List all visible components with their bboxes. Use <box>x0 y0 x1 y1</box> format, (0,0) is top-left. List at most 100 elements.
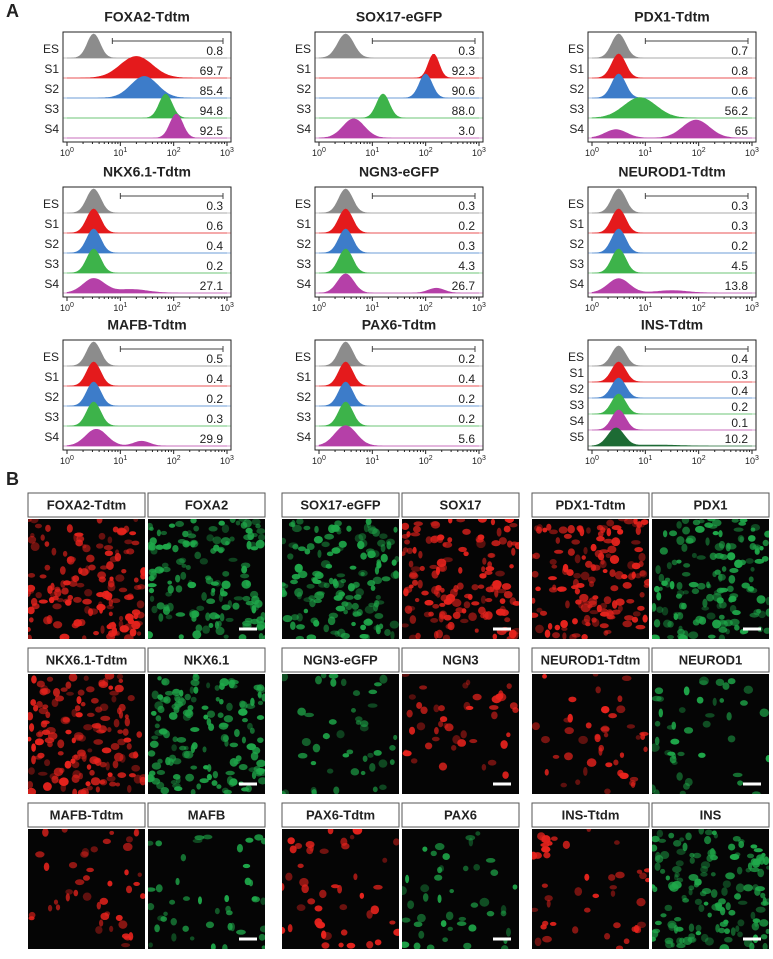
cell <box>297 707 306 716</box>
cell <box>167 585 174 594</box>
tick-base: 10 <box>472 456 482 466</box>
cell <box>674 874 679 881</box>
cell <box>691 552 697 559</box>
cell <box>604 933 611 940</box>
cell <box>603 732 609 738</box>
cell <box>679 937 685 944</box>
cell <box>62 550 68 557</box>
cell <box>552 632 560 639</box>
cell <box>307 898 316 905</box>
cell <box>605 553 612 559</box>
cell <box>510 541 519 546</box>
sample-label: S5 <box>569 430 584 444</box>
cell <box>160 787 170 794</box>
image-label: NGN3 <box>442 652 478 667</box>
cell <box>589 610 599 615</box>
cell <box>477 534 485 541</box>
histogram <box>318 425 479 447</box>
cell <box>126 548 135 555</box>
cell <box>729 567 739 574</box>
cell <box>313 535 323 544</box>
cell <box>301 884 309 894</box>
cell <box>565 600 570 609</box>
cell <box>435 565 446 572</box>
percent-value: 0.3 <box>458 239 475 253</box>
cell <box>71 774 80 784</box>
cell <box>314 525 319 534</box>
cell <box>546 523 552 531</box>
cell <box>756 595 766 604</box>
percent-value: 92.5 <box>200 124 224 138</box>
cell <box>532 554 537 559</box>
histogram <box>592 208 752 234</box>
cell <box>752 858 761 866</box>
cell <box>676 521 682 529</box>
cell <box>75 712 83 718</box>
cell <box>340 578 347 584</box>
histogram <box>592 228 752 254</box>
image-label: NKX6.1-Tdtm <box>46 652 128 667</box>
cell <box>112 760 119 769</box>
cell <box>140 572 145 580</box>
cell <box>163 696 171 704</box>
cell <box>405 874 410 884</box>
cell <box>305 840 315 849</box>
cell <box>174 786 183 792</box>
cell <box>282 590 288 598</box>
cell <box>319 889 327 899</box>
cell <box>436 558 447 568</box>
cell <box>255 523 261 529</box>
cell <box>148 522 154 531</box>
cell <box>123 549 130 555</box>
cell <box>660 913 667 918</box>
cell <box>242 620 252 627</box>
histogram <box>591 119 752 139</box>
cell <box>621 675 632 682</box>
cell <box>328 674 339 679</box>
cell <box>752 918 761 924</box>
cell <box>125 836 133 843</box>
cell <box>168 712 178 720</box>
cell <box>549 558 557 565</box>
cell <box>614 840 620 845</box>
cell <box>463 551 469 557</box>
cell <box>600 725 610 734</box>
cell <box>366 940 374 949</box>
cell <box>532 722 540 731</box>
cell <box>29 723 35 732</box>
cell <box>505 519 514 524</box>
cell <box>606 519 615 527</box>
cell <box>219 722 229 728</box>
x-tick-label: 103 <box>472 147 486 159</box>
cell <box>240 573 250 579</box>
cell <box>206 598 216 605</box>
cell <box>603 538 614 544</box>
cell <box>718 573 723 582</box>
sample-label: S1 <box>569 62 584 76</box>
cell <box>251 896 258 902</box>
cell <box>292 543 299 550</box>
cell <box>86 712 95 717</box>
cell <box>104 550 114 557</box>
cell <box>28 617 34 623</box>
cell <box>205 921 215 929</box>
cell <box>681 571 691 577</box>
cell <box>102 838 111 845</box>
cell <box>626 724 636 729</box>
cell <box>760 934 768 940</box>
cell <box>458 567 463 574</box>
cell <box>419 565 425 571</box>
cell <box>403 749 409 754</box>
x-tick-label: 102 <box>692 147 706 159</box>
image-label: MAFB <box>188 807 226 822</box>
cell <box>37 771 48 776</box>
cell <box>494 588 499 598</box>
cell <box>492 585 501 591</box>
label-box <box>401 802 520 828</box>
cell <box>701 606 710 611</box>
cell <box>117 738 126 746</box>
cell <box>161 562 169 568</box>
cell <box>681 519 690 524</box>
plot-title: PAX6-Tdtm <box>362 317 436 333</box>
cell <box>460 730 467 739</box>
